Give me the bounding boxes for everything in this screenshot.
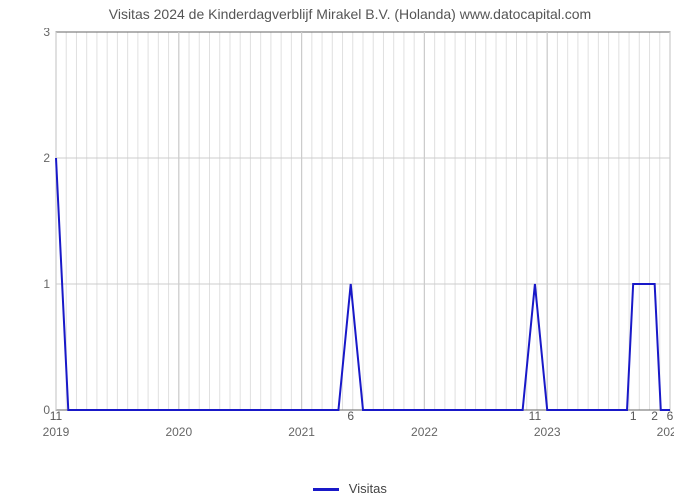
chart-svg: 012320192020202120222023202411611126 (38, 28, 674, 438)
svg-text:1: 1 (630, 409, 637, 423)
chart-title: Visitas 2024 de Kinderdagverblijf Mirake… (0, 6, 700, 22)
svg-text:2022: 2022 (411, 425, 438, 438)
legend-swatch (313, 488, 339, 491)
svg-text:3: 3 (43, 28, 50, 39)
svg-text:2: 2 (43, 151, 50, 165)
svg-text:6: 6 (347, 409, 354, 423)
legend-label: Visitas (349, 481, 387, 496)
svg-text:11: 11 (529, 409, 542, 423)
svg-text:2020: 2020 (165, 425, 192, 438)
chart-legend: Visitas (0, 481, 700, 496)
svg-text:1: 1 (43, 277, 50, 291)
chart-plot: 012320192020202120222023202411611126 (38, 28, 674, 438)
svg-text:2019: 2019 (43, 425, 70, 438)
svg-text:2021: 2021 (288, 425, 315, 438)
svg-text:2: 2 (651, 409, 658, 423)
svg-text:11: 11 (50, 409, 63, 423)
svg-text:6: 6 (667, 409, 674, 423)
svg-text:2024: 2024 (657, 425, 674, 438)
svg-text:2023: 2023 (534, 425, 561, 438)
